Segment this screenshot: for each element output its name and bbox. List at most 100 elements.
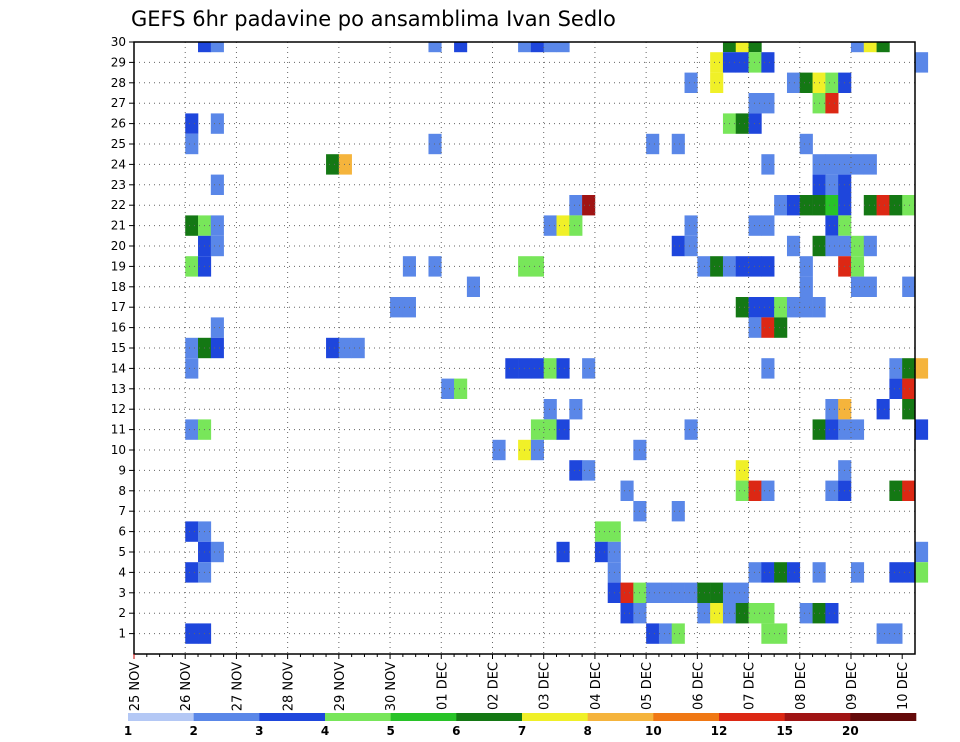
color-legend: 1 2 3 4 5 6 7 8 10 12 15 20: [124, 713, 917, 738]
legend-label: 1: [124, 724, 132, 738]
heatmap-cell: [556, 358, 570, 379]
heatmap-cell: [748, 562, 762, 583]
y-tick-label: 20: [111, 239, 126, 253]
heatmap-cell: [582, 358, 596, 379]
legend-swatch: [784, 713, 851, 721]
heatmap-cell: [466, 276, 480, 297]
heatmap-cell: [825, 174, 839, 195]
y-tick-label: 23: [111, 178, 126, 192]
x-tick-label: 10 DEC: [896, 662, 911, 710]
y-tick-label: 17: [111, 300, 126, 314]
y-tick-label: 8: [118, 484, 126, 498]
heatmap-cell: [825, 195, 839, 216]
heatmap-cell: [761, 256, 775, 277]
heatmap-cell: [786, 297, 801, 318]
y-tick-label: 30: [111, 35, 126, 49]
legend-label: 5: [386, 724, 394, 738]
heatmap-cell: [671, 582, 685, 603]
heatmap-cell: [735, 297, 749, 318]
x-tick-label: 25 NOV: [128, 662, 143, 711]
heatmap-cell: [799, 195, 813, 216]
heatmap-cell: [761, 317, 775, 338]
heatmap-cell: [556, 42, 570, 53]
heatmap-cell: [210, 174, 224, 195]
y-tick-label: 3: [118, 586, 126, 600]
heatmap-cell: [889, 623, 903, 644]
heatmap-cell: [684, 419, 698, 440]
heatmap-cell: [748, 603, 762, 624]
heatmap-cell: [620, 582, 634, 603]
heatmap-cell: [889, 562, 903, 583]
heatmap-cell: [518, 42, 532, 53]
heatmap-cell: [863, 42, 877, 53]
y-tick-label: 11: [111, 423, 126, 437]
y-tick-label: 22: [111, 198, 126, 212]
heatmap-cell: [774, 195, 788, 216]
heatmap-cell: [915, 541, 929, 563]
heatmap-cell: [569, 215, 583, 236]
heatmap-cell: [582, 460, 596, 481]
heatmap-cell: [351, 337, 365, 359]
heatmap-cell: [185, 256, 199, 277]
heatmap-cell: [915, 562, 929, 583]
heatmap-cell: [748, 113, 762, 134]
heatmap-cell: [710, 582, 724, 603]
heatmap-cell: [185, 215, 199, 236]
heatmap-cell: [774, 623, 788, 644]
heatmap-cell: [556, 215, 570, 236]
heatmap-cell: [863, 195, 877, 216]
heatmap-cell: [825, 419, 839, 440]
y-tick-label: 16: [111, 321, 126, 335]
heatmap-cell: [710, 256, 724, 277]
heatmap-cell: [530, 439, 544, 461]
heatmap-cell: [530, 256, 544, 277]
heatmap-cell: [850, 419, 865, 440]
heatmap-cell: [505, 358, 519, 379]
legend-swatch: [325, 713, 391, 721]
heatmap-cell: [658, 582, 673, 603]
y-tick-label: 6: [118, 525, 126, 539]
heatmap-cell: [825, 154, 839, 175]
heatmap-cell: [338, 154, 352, 175]
heatmap-cell: [594, 541, 609, 563]
legend-swatch: [719, 713, 785, 721]
heatmap-cell: [210, 215, 224, 236]
heatmap-cell: [582, 195, 596, 216]
legend-swatch: [128, 713, 194, 721]
legend-swatch: [193, 713, 260, 721]
heatmap-cell: [863, 154, 877, 175]
heatmap-cell: [786, 235, 801, 257]
heatmap-cell: [774, 297, 788, 318]
heatmap-cell: [902, 358, 916, 379]
x-tick-label: 02 DEC: [486, 662, 501, 710]
x-axis: 25 NOV 26 NOV 27 NOV 28 NOV 29 NOV 30 NOV 01 D…: [128, 654, 911, 711]
heatmap-cell: [735, 582, 749, 603]
heatmap-cell: [876, 195, 890, 216]
x-tick-label: 01 DEC: [435, 662, 450, 710]
heatmap-cell: [454, 42, 468, 53]
heatmap-cell: [889, 358, 903, 379]
heatmap-cell: [530, 419, 544, 440]
heatmap-cell: [543, 399, 557, 420]
y-tick-label: 24: [111, 157, 126, 171]
heatmap-cell: [671, 623, 685, 644]
heatmap-cell: [799, 603, 813, 624]
y-tick-label: 9: [118, 463, 126, 477]
heatmap-cell: [210, 235, 224, 257]
x-tick-label: 05 DEC: [640, 662, 655, 710]
heatmap-cell: [915, 419, 929, 440]
heatmap-cell: [902, 195, 916, 216]
heatmap-cell: [761, 154, 775, 175]
heatmap-cell: [786, 195, 801, 216]
heatmap-cell: [748, 317, 762, 338]
heatmap-cell: [658, 623, 673, 644]
y-tick-label: 29: [111, 55, 126, 69]
y-axis: 1234567891011121314151617181920212223242…: [111, 35, 134, 641]
y-tick-label: 10: [111, 443, 126, 457]
heatmap-cell: [684, 215, 698, 236]
heatmap-cell: [850, 562, 865, 583]
heatmap-cell: [825, 399, 839, 420]
heatmap-cell: [710, 72, 724, 93]
heatmap-cell: [684, 72, 698, 93]
heatmap-cell: [646, 623, 660, 644]
